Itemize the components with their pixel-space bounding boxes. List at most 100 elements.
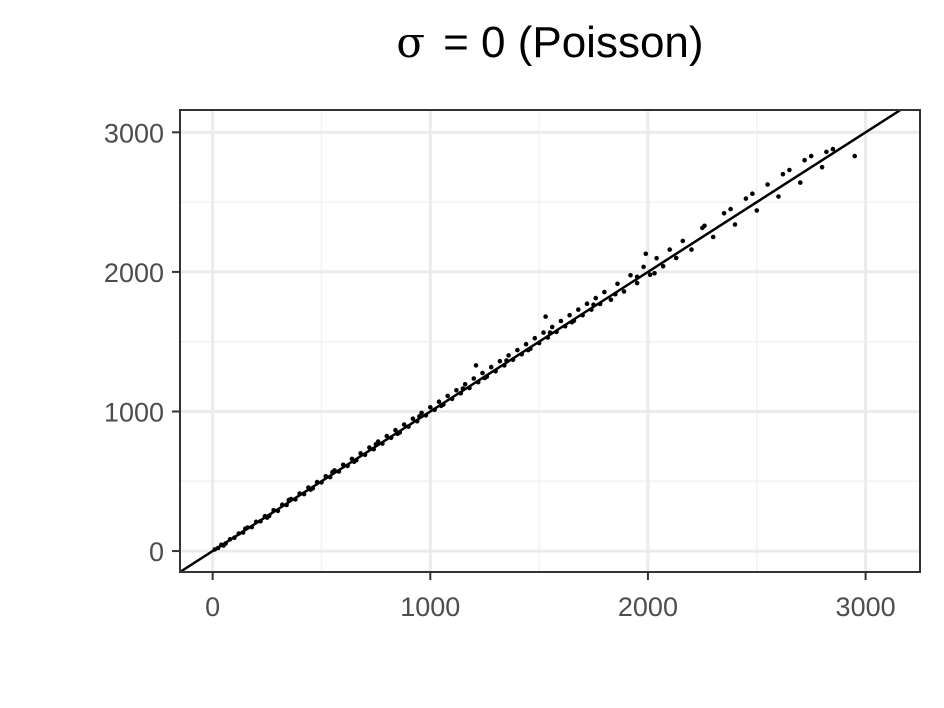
scatter-point: [436, 399, 442, 405]
title-text: = 0 (Poisson): [443, 18, 704, 67]
scatter-point: [388, 435, 394, 441]
chart-title: σ = 0 (Poisson): [180, 18, 920, 68]
scatter-point: [721, 211, 727, 216]
y-tick-label: 1000: [104, 397, 164, 427]
scatter-point: [532, 335, 538, 341]
scatter-point: [227, 537, 233, 542]
scatter-point: [641, 264, 646, 270]
scatter-point: [401, 422, 407, 427]
scatter-point: [471, 376, 477, 381]
scatter-point: [824, 149, 829, 155]
grid-lines: [180, 110, 920, 572]
scatter-point: [358, 451, 363, 456]
scatter-point: [545, 335, 551, 340]
scatter-point: [576, 307, 581, 312]
scatter-point: [280, 502, 285, 508]
scatter-point: [232, 535, 237, 540]
scatter-point: [754, 208, 760, 213]
scatter-point: [432, 407, 437, 413]
scatter-point: [438, 403, 444, 409]
y-tick-label: 3000: [104, 118, 164, 148]
scatter-point: [567, 312, 572, 318]
scatter-point: [652, 271, 657, 276]
scatter-point: [549, 324, 555, 330]
scatter-point: [802, 157, 807, 163]
scatter-point: [728, 206, 733, 212]
x-tick-label: 0: [205, 592, 220, 622]
scatter-point: [380, 441, 385, 446]
scatter-point: [445, 393, 451, 399]
x-tick-label: 2000: [618, 592, 678, 622]
scatter-point: [702, 223, 707, 229]
x-tick-label: 1000: [400, 592, 460, 622]
scatter-point: [449, 396, 455, 402]
scatter-point: [643, 251, 649, 257]
scatter-point: [362, 452, 368, 458]
scatter-point: [689, 247, 694, 252]
scatter-point: [750, 191, 755, 196]
scatter-point: [504, 358, 509, 363]
scatter-point: [591, 302, 596, 308]
scatter-point: [417, 414, 422, 419]
scatter-point: [554, 329, 559, 335]
scatter-point: [525, 347, 531, 353]
scatter-point: [240, 530, 246, 535]
scatter-point: [351, 459, 357, 465]
scatter-point: [710, 234, 716, 240]
scatter-point: [236, 531, 242, 536]
scatter-point: [373, 442, 379, 447]
x-tick-label: 3000: [836, 592, 896, 622]
scatter-point: [384, 433, 390, 439]
scatter-point: [286, 497, 292, 503]
scatter-point: [462, 382, 468, 387]
y-tick-label: 0: [149, 537, 164, 567]
scatter-point: [787, 167, 792, 173]
y-tick-label: 2000: [104, 258, 164, 288]
scatter-point: [419, 410, 424, 416]
scatter-point: [584, 301, 590, 307]
scatter-point: [580, 312, 585, 318]
scatter-point: [253, 519, 259, 525]
scatter-point: [340, 462, 346, 468]
scatter-point: [510, 357, 516, 363]
scatter-point: [284, 502, 289, 508]
scatter-point: [327, 474, 333, 480]
scatter-point: [319, 480, 324, 485]
scatter-point: [628, 273, 633, 278]
scatter-point: [336, 469, 342, 474]
scatter-point: [593, 295, 598, 301]
scatter-point: [798, 180, 803, 185]
scatter-point: [406, 424, 411, 429]
scatter-point: [314, 479, 320, 485]
scatter-point: [323, 474, 329, 479]
scatter-point: [458, 391, 464, 396]
axis-ticks: 0 1000 2000 3000 0 1000 2000 3000: [104, 118, 896, 622]
scatter-point: [330, 469, 335, 475]
scatter-point: [732, 222, 738, 227]
scatter-point: [852, 153, 857, 159]
scatter-point: [371, 446, 377, 452]
scatter-point: [660, 264, 666, 269]
scatter-point: [523, 341, 529, 347]
scatter-point: [428, 405, 433, 410]
scatter-point: [541, 330, 546, 335]
scatter-point: [308, 487, 313, 492]
scatter-point: [480, 370, 485, 376]
scatter-point: [569, 319, 575, 325]
scatter-point: [743, 196, 749, 201]
scatter-point: [515, 347, 520, 353]
panel-border: [179, 109, 921, 573]
scatter-point: [249, 524, 255, 530]
scatter-point: [221, 543, 226, 548]
scatter-point: [293, 497, 298, 502]
scatter-point: [297, 491, 303, 496]
scatter-point: [423, 413, 429, 418]
scatter-point: [488, 364, 494, 370]
scatter-point: [621, 289, 627, 294]
scatter-point: [497, 358, 503, 364]
scatter-point: [215, 545, 221, 551]
scatter-point: [536, 340, 542, 346]
scatter-point: [414, 419, 420, 424]
